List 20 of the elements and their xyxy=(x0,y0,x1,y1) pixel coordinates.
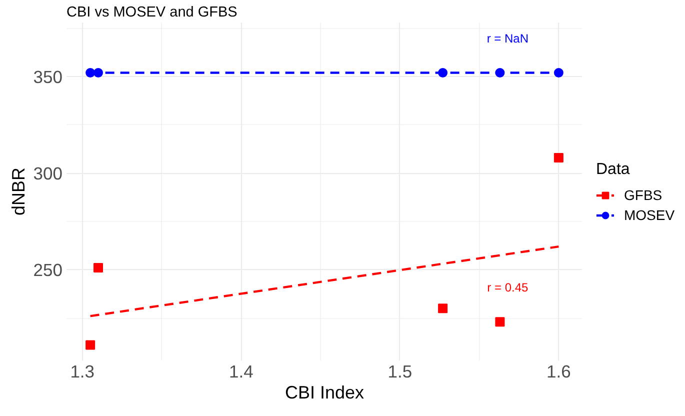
y-axis-title: dNBR xyxy=(8,167,28,216)
annotation: r = NaN xyxy=(486,32,529,46)
point xyxy=(94,263,104,273)
point xyxy=(554,152,564,162)
y-tick-label: 350 xyxy=(33,67,63,88)
legend-label: MOSEV xyxy=(624,207,675,223)
x-tick-label: 1.5 xyxy=(388,362,412,382)
x-tick-label: 1.6 xyxy=(546,362,571,382)
point xyxy=(86,340,96,350)
point xyxy=(438,304,448,314)
y-tick-label: 250 xyxy=(33,260,63,280)
x-tick-label: 1.4 xyxy=(228,362,254,382)
y-tick-label: 300 xyxy=(33,164,63,184)
legend-label: GFBS xyxy=(624,187,662,203)
point xyxy=(495,317,505,327)
x-axis-title: CBI Index xyxy=(284,382,364,402)
x-tick-label: 1.3 xyxy=(70,362,95,382)
annotation: r = 0.45 xyxy=(487,280,529,295)
legend-title: Data xyxy=(596,161,631,179)
chart-title: CBI vs MOSEV and GFBS xyxy=(66,4,238,20)
